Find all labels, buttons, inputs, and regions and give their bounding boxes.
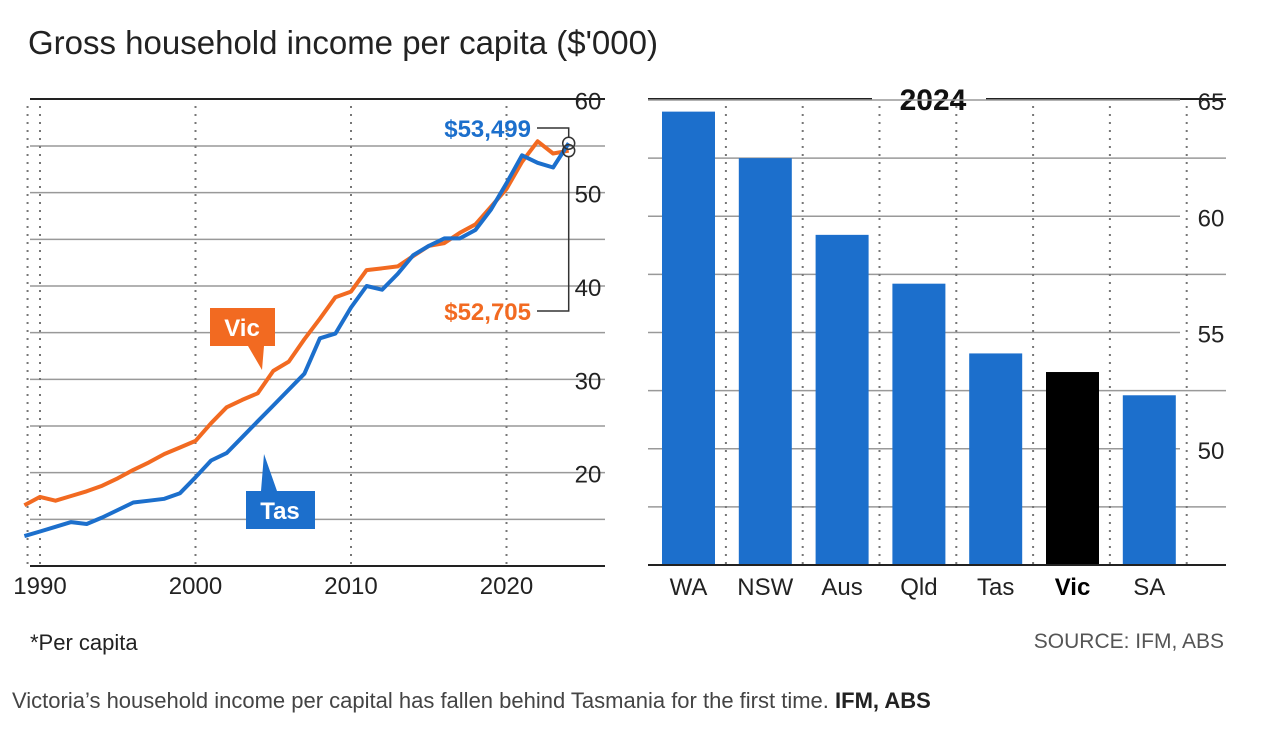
y-tick-label: 20 — [575, 462, 602, 489]
bar-tas — [969, 353, 1023, 565]
series-line-tas — [23, 142, 571, 539]
caption: Victoria’s household income per capital … — [12, 688, 931, 714]
caption-credit: IFM, ABS — [835, 688, 931, 713]
bar-nsw — [738, 158, 792, 565]
callout-label-vic: Vic — [224, 315, 260, 342]
x-tick-label: Qld — [900, 574, 937, 601]
y-tick-label: 50 — [575, 182, 602, 209]
x-tick-label: WA — [670, 574, 708, 601]
y-tick-label: 60 — [575, 88, 602, 115]
bar-aus — [815, 234, 869, 565]
y-tick-label: 55 — [1198, 322, 1225, 349]
x-tick-label: Aus — [821, 574, 862, 601]
caption-text: Victoria’s household income per capital … — [12, 688, 829, 713]
end-label-tas: $53,499 — [444, 116, 531, 143]
x-tick-label: 2000 — [169, 573, 222, 600]
y-tick-label: 65 — [1198, 89, 1225, 116]
source-note: SOURCE: IFM, ABS — [1033, 630, 1224, 653]
leader-line-vic — [537, 156, 570, 312]
x-tick-label: 2010 — [324, 573, 377, 600]
y-tick-label: 30 — [575, 368, 602, 395]
chart-title: Gross household income per capita ($'000… — [28, 24, 658, 61]
y-tick-label: 50 — [1198, 438, 1225, 465]
x-tick-label: 1990 — [13, 573, 66, 600]
series-line-vic — [23, 139, 570, 508]
end-label-vic: $52,705 — [444, 299, 531, 326]
x-tick-label: Vic — [1055, 574, 1091, 601]
callout-label-tas: Tas — [260, 498, 300, 525]
bar-vic — [1046, 372, 1099, 565]
bar-wa — [662, 111, 715, 565]
leader-line-tas — [537, 127, 570, 138]
callout-box-tas — [246, 454, 315, 529]
callout-box-vic — [210, 308, 275, 370]
x-tick-label: SA — [1133, 574, 1165, 601]
x-tick-label: Tas — [977, 574, 1014, 601]
x-tick-label: 2020 — [480, 573, 533, 600]
y-tick-label: 40 — [575, 275, 602, 302]
footnote: *Per capita — [30, 630, 138, 655]
bar-sa — [1122, 395, 1176, 565]
line-chart: 1990 2000 2010 20202030405060$53,499$52,705… — [13, 88, 605, 600]
x-tick-label: NSW — [737, 574, 793, 601]
bar-qld — [892, 283, 946, 565]
y-tick-label: 60 — [1198, 205, 1225, 232]
